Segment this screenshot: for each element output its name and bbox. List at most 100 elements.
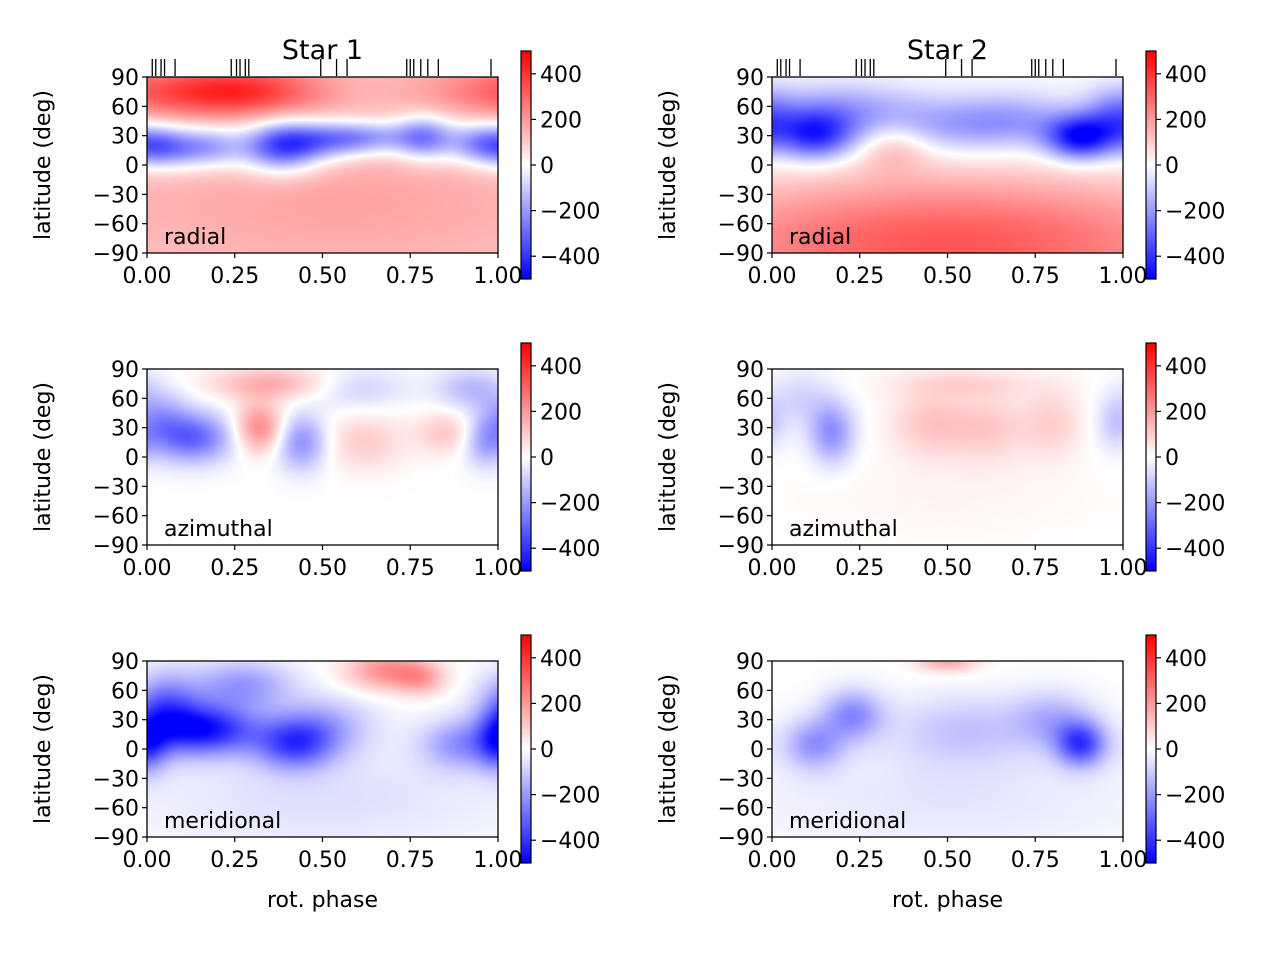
- colorbar-tick-label: 200: [1165, 400, 1207, 425]
- panel-star1-radial: 0.00 0.25 0.50 0.75 1.00 90 60 30 0 −30 −60 −90 lati…: [31, 35, 600, 289]
- x-tick-label: 0.50: [298, 848, 347, 873]
- colorbar-tick-label: −400: [1165, 829, 1225, 854]
- colorbar-gradient: [1146, 343, 1156, 571]
- x-tick-label: 1.00: [1099, 848, 1148, 873]
- colorbar-tick-label: −200: [1165, 784, 1225, 809]
- x-axis-label: rot. phase: [892, 888, 1003, 913]
- y-tick-label: 60: [736, 95, 764, 120]
- y-tick-label: −90: [93, 242, 139, 267]
- colorbar: 400 200 0 −200 −400: [520, 50, 600, 280]
- y-tick-label: −90: [718, 242, 764, 267]
- colorbar-tick-label: −400: [540, 829, 600, 854]
- y-tick-label: −60: [93, 797, 139, 822]
- colorbar-tick-label: −200: [540, 200, 600, 225]
- component-label: radial: [164, 225, 226, 250]
- colorbar-gradient: [1146, 51, 1156, 279]
- y-tick-label: −90: [718, 826, 764, 851]
- colorbar-tick-label: −400: [540, 245, 600, 270]
- y-tick-label: 30: [111, 125, 139, 150]
- y-tick-label: −90: [93, 826, 139, 851]
- x-tick-label: 0.00: [748, 848, 797, 873]
- component-label: azimuthal: [164, 517, 273, 542]
- component-label: meridional: [789, 809, 906, 834]
- colorbar: 400 200 0 −200 −400: [1145, 634, 1225, 864]
- y-tick-label: 60: [111, 95, 139, 120]
- colorbar-tick-label: 400: [1165, 355, 1207, 380]
- x-tick-label: 0.75: [386, 556, 435, 581]
- y-tick-label: 90: [736, 650, 764, 675]
- y-tick-label: −60: [718, 213, 764, 238]
- colorbar-tick-label: 400: [1165, 647, 1207, 672]
- x-tick-label: 0.50: [298, 264, 347, 289]
- component-label: azimuthal: [789, 517, 898, 542]
- y-axis-label: latitude (deg): [656, 90, 681, 240]
- x-tick-label: 0.75: [386, 264, 435, 289]
- colorbar-gradient: [521, 51, 531, 279]
- x-tick-label: 0.75: [386, 848, 435, 873]
- x-tick-label: 0.75: [1011, 556, 1060, 581]
- y-tick-label: 30: [736, 417, 764, 442]
- panel-star1-meridional: 0.00 0.25 0.50 0.75 1.00 90 60 30 0 −30 −60 −90 lati…: [31, 634, 600, 913]
- colorbar-tick-label: −200: [1165, 200, 1225, 225]
- colorbar-tick-label: 0: [540, 446, 554, 471]
- panel-star2-meridional: 0.00 0.25 0.50 0.75 1.00 90 60 30 0 −30 −60 −90 lati…: [656, 634, 1225, 913]
- y-tick-label: 30: [736, 125, 764, 150]
- colorbar: 400 200 0 −200 −400: [1145, 50, 1225, 280]
- y-tick-label: 60: [736, 679, 764, 704]
- y-tick-label: −30: [718, 767, 764, 792]
- y-tick-label: −60: [718, 797, 764, 822]
- x-tick-label: 0.25: [835, 848, 884, 873]
- x-tick-label: 1.00: [1099, 264, 1148, 289]
- colorbar-tick-label: −400: [1165, 245, 1225, 270]
- heatmap-image: [147, 77, 498, 253]
- y-tick-label: 0: [750, 738, 764, 763]
- x-tick-label: 0.75: [1011, 264, 1060, 289]
- heatmap-image: [772, 369, 1123, 545]
- panel-star2-azimuthal: 0.00 0.25 0.50 0.75 1.00 90 60 30 0 −30 −60 −90 lati…: [656, 342, 1225, 581]
- x-tick-label: 0.50: [923, 848, 972, 873]
- x-tick-label: 0.25: [210, 848, 259, 873]
- colorbar-tick-label: 200: [1165, 108, 1207, 133]
- heatmap-image: [772, 77, 1123, 253]
- x-tick-label: 0.00: [748, 264, 797, 289]
- colorbar: 400 200 0 −200 −400: [520, 634, 600, 864]
- y-tick-label: 30: [736, 709, 764, 734]
- colorbar-tick-label: 400: [1165, 63, 1207, 88]
- y-tick-label: 90: [111, 650, 139, 675]
- column-title: Star 1: [282, 35, 363, 66]
- y-tick-label: 30: [111, 417, 139, 442]
- heatmap-image: [147, 661, 498, 837]
- colorbar-tick-label: 400: [540, 63, 582, 88]
- column-title: Star 2: [907, 35, 988, 66]
- colorbar-tick-label: 200: [1165, 692, 1207, 717]
- colorbar-tick-label: −400: [1165, 537, 1225, 562]
- x-tick-label: 0.25: [210, 264, 259, 289]
- y-tick-label: −30: [93, 183, 139, 208]
- colorbar-tick-label: 400: [540, 647, 582, 672]
- colorbar-tick-label: −400: [540, 537, 600, 562]
- panel-star2-radial: 0.00 0.25 0.50 0.75 1.00 90 60 30 0 −30 −60 −90 lati…: [656, 35, 1225, 289]
- x-tick-label: 0.00: [123, 556, 172, 581]
- y-axis-label: latitude (deg): [31, 674, 56, 824]
- y-tick-label: 60: [736, 387, 764, 412]
- y-tick-label: 90: [736, 358, 764, 383]
- colorbar-tick-label: −200: [1165, 492, 1225, 517]
- x-tick-label: 0.25: [210, 556, 259, 581]
- colorbar-gradient: [521, 635, 531, 863]
- y-tick-label: −30: [93, 767, 139, 792]
- colorbar-tick-label: −200: [540, 492, 600, 517]
- y-tick-label: 90: [736, 66, 764, 91]
- x-tick-label: 1.00: [474, 848, 523, 873]
- y-tick-label: −90: [93, 534, 139, 559]
- colorbar-tick-label: −200: [540, 784, 600, 809]
- y-tick-label: 0: [125, 154, 139, 179]
- y-axis-label: latitude (deg): [656, 382, 681, 532]
- colorbar-tick-label: 0: [1165, 738, 1179, 763]
- colorbar-gradient: [1146, 635, 1156, 863]
- colorbar: 400 200 0 −200 −400: [520, 342, 600, 572]
- y-tick-label: −30: [93, 475, 139, 500]
- y-tick-label: 0: [125, 738, 139, 763]
- y-tick-label: −30: [718, 183, 764, 208]
